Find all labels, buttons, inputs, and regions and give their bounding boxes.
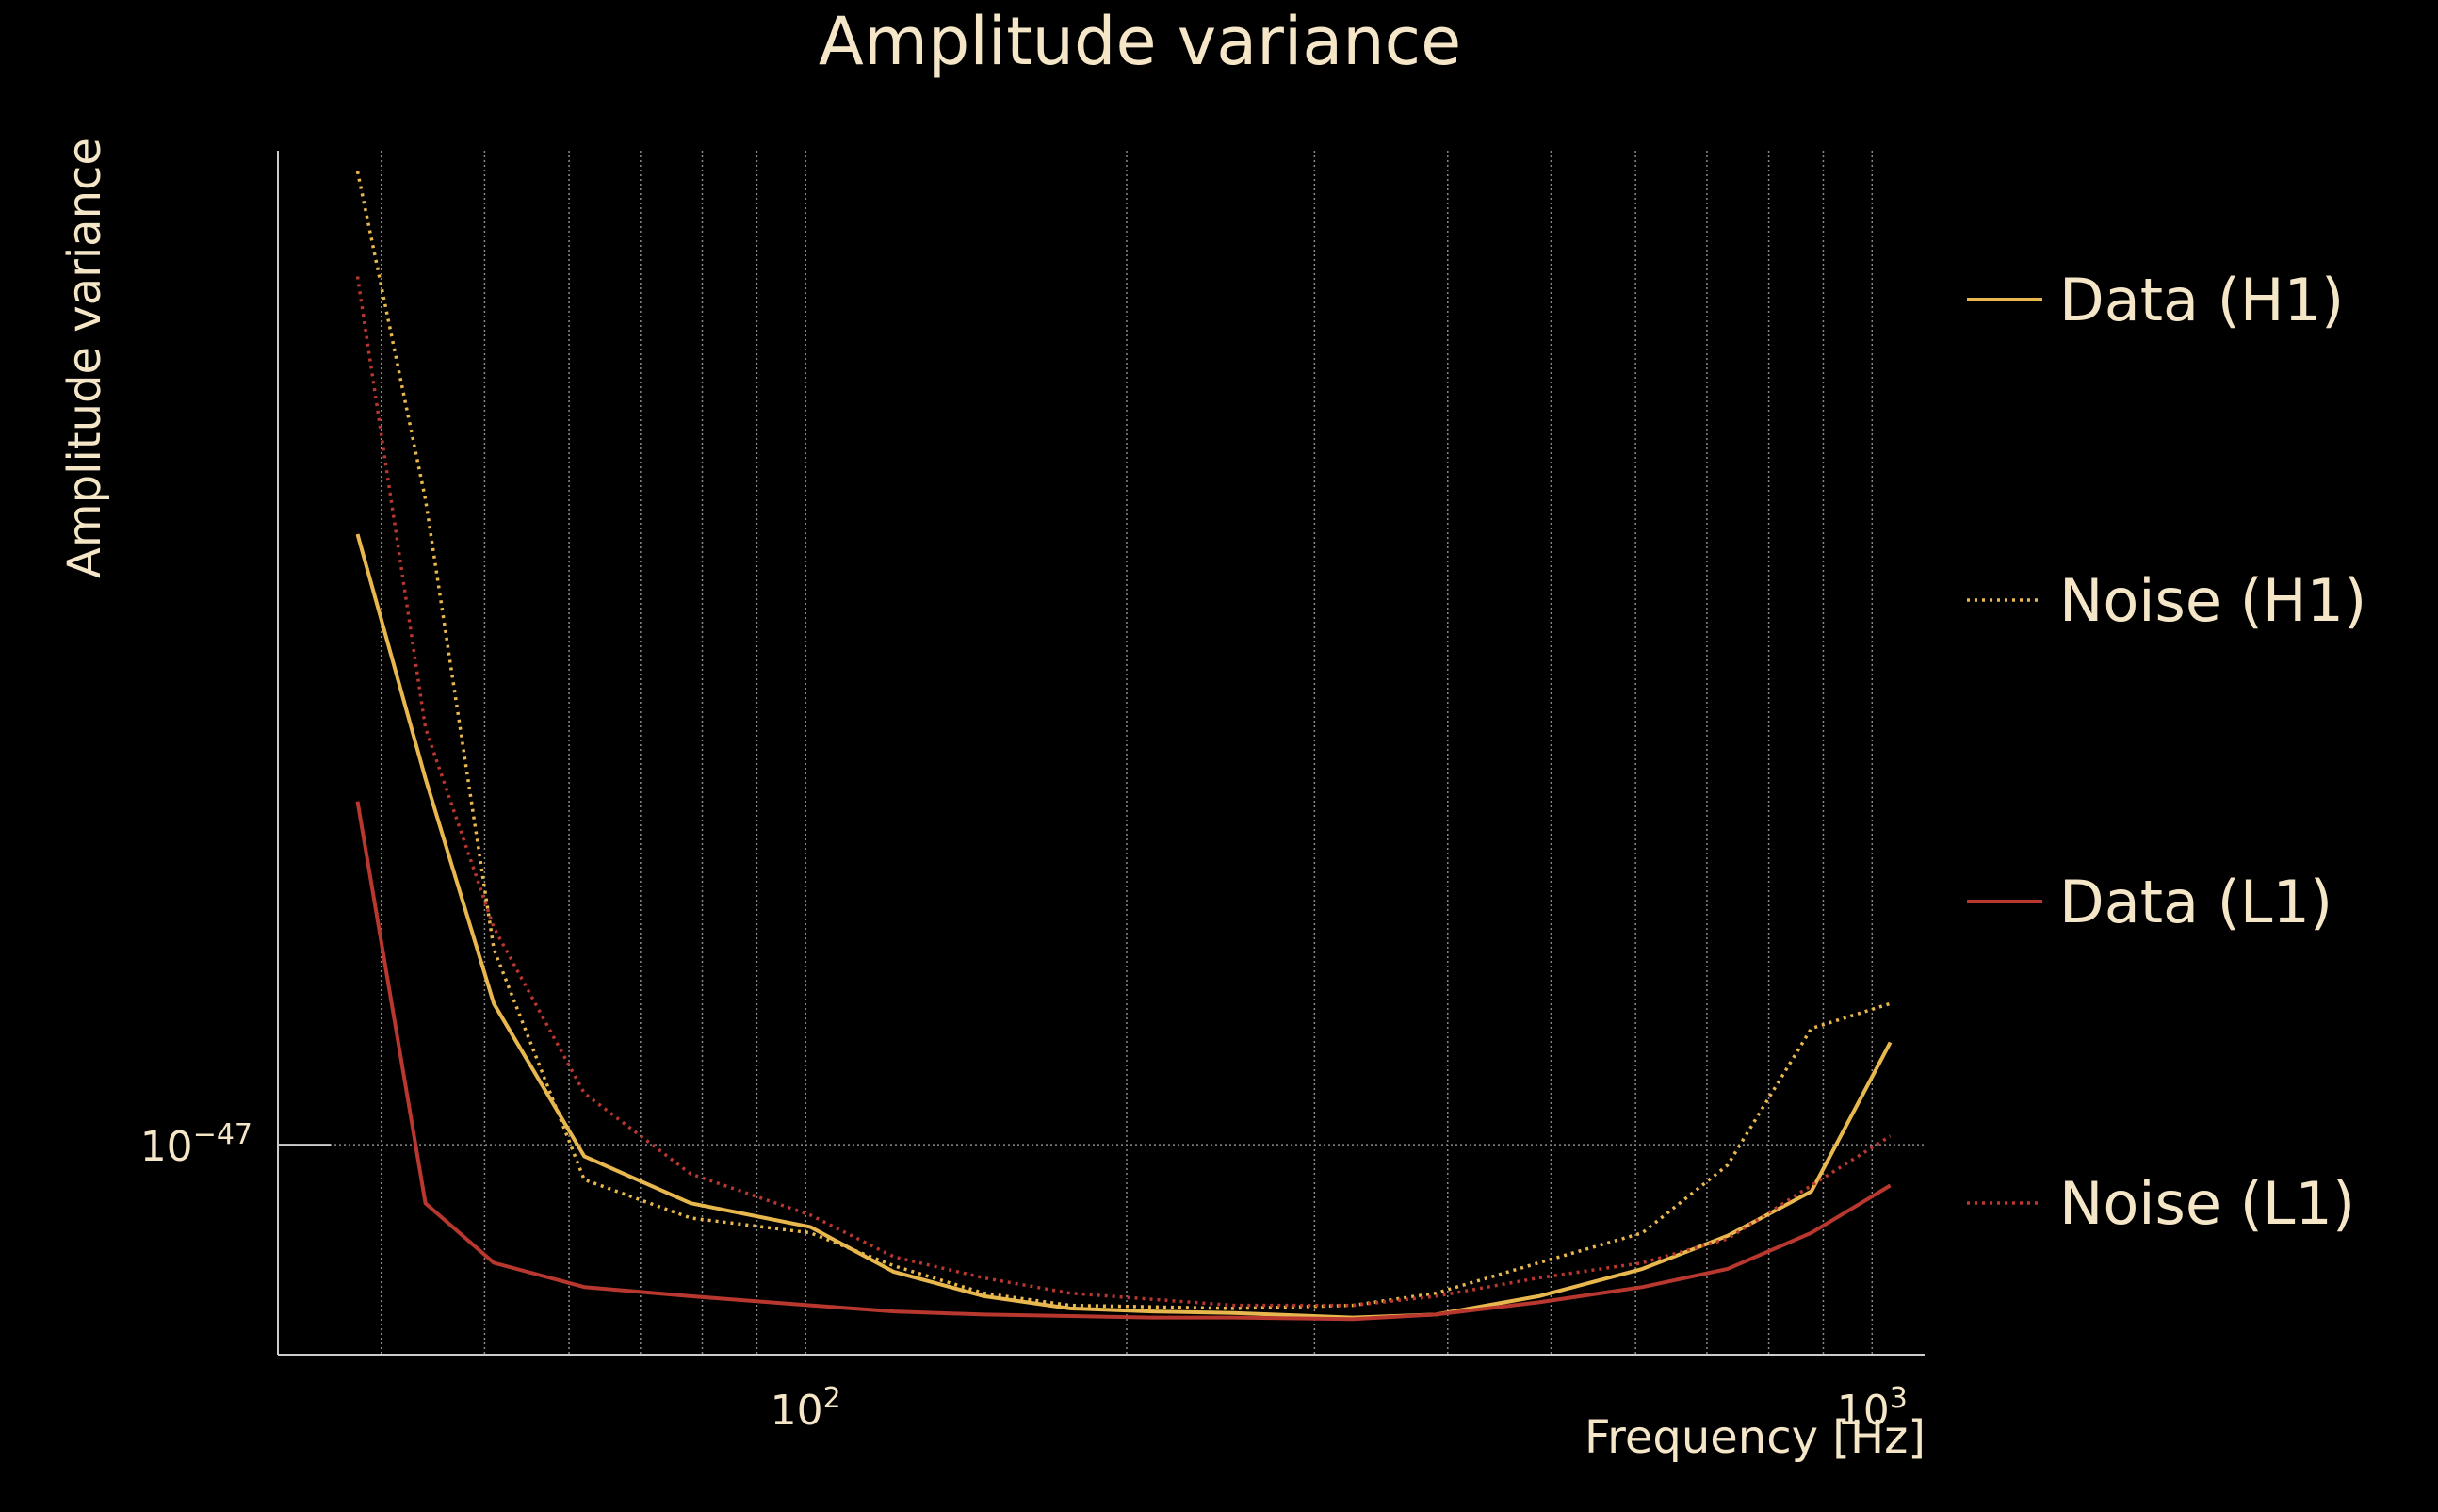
legend: Data (H1) Noise (H1) Data (L1) Noise (L1) bbox=[1967, 266, 2366, 1238]
x-tick-label: 103 bbox=[1837, 1382, 1908, 1435]
y-axis-label: Amplitude variance bbox=[58, 138, 111, 578]
x-tick-label: 102 bbox=[771, 1382, 841, 1435]
grid bbox=[278, 151, 1925, 1355]
axes bbox=[277, 151, 1925, 1356]
legend-label-data-h1: Data (H1) bbox=[2059, 266, 2344, 334]
legend-label-data-l1: Data (L1) bbox=[2059, 868, 2332, 936]
chart-title: Amplitude variance bbox=[819, 3, 1461, 80]
legend-label-noise-l1: Noise (L1) bbox=[2059, 1169, 2355, 1238]
y-tick-labels: 10−47 bbox=[140, 1118, 252, 1171]
series-line-data-h1 bbox=[355, 533, 1893, 1320]
y-tick-label: 10−47 bbox=[140, 1118, 252, 1171]
legend-label-noise-h1: Noise (H1) bbox=[2059, 566, 2366, 635]
x-axis-label: Frequency [Hz] bbox=[1585, 1411, 1926, 1464]
series-line-data-l1 bbox=[355, 801, 1892, 1322]
series-line-noise-h1 bbox=[355, 171, 1892, 1310]
series-group bbox=[355, 171, 1893, 1322]
x-tick-labels: 102 103 bbox=[771, 1382, 1908, 1435]
